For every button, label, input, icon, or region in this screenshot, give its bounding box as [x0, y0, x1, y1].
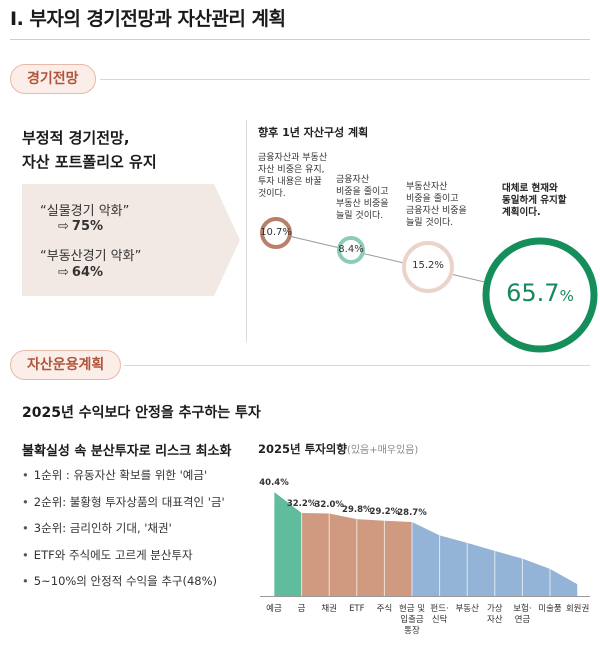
category-label-line: 회원권 [565, 604, 590, 614]
section2-heading: 2025년 수익보다 안정을 추구하는 투자 [22, 405, 261, 421]
quote-value-1: ⇨ 75% [58, 219, 103, 234]
section1-heading-line1: 부정적 경기전망, [22, 129, 130, 147]
category-label: 부동산 [450, 604, 484, 615]
category-label: 회원권 [561, 604, 595, 615]
section2-subheading: 불확실성 속 분산투자로 리스크 최소화 [22, 444, 232, 459]
category-label-line: 입출금 [400, 615, 424, 625]
chart-subtitle: (있음+매우있음) [346, 445, 419, 456]
caption-line: 금융자산 [336, 175, 370, 185]
category-label-line: 주식 [376, 604, 393, 614]
caption-line: 금융자산과 부동산 [258, 153, 328, 163]
list-item: 5~10%의 안정적 수익을 추구(48%) [22, 572, 225, 599]
section-pill-economic-outlook: 경기전망 [10, 64, 96, 94]
arrow-right-icon: ⇨ [58, 219, 69, 234]
category-label-line: ETF [349, 604, 365, 614]
data-label: 32.2% [286, 498, 317, 509]
area-segment-first [274, 491, 302, 596]
quote-value-2: ⇨ 64% [58, 265, 103, 280]
investment-intention-chart [260, 491, 590, 597]
category-label-line: 예금 [266, 604, 282, 614]
plan-value-4: 65.7% [488, 279, 592, 307]
section-divider [100, 79, 590, 80]
asset-plan-title: 향후 1년 자산구성 계획 [258, 126, 369, 139]
caption-line: 부동산 비중을 [336, 199, 389, 209]
section1-heading-line2: 자산 포트폴리오 유지 [22, 153, 157, 171]
data-label: 40.4% [259, 477, 289, 488]
list-item: 3순위: 금리인하 기대, '채권' [22, 519, 225, 546]
plan-value-2: 8.4% [338, 244, 364, 255]
page-title: I. 부자의 경기전망과 자산관리 계획 [10, 8, 286, 30]
plan-caption-4: 대체로 현재와 동일하게 유지할 계획이다. [502, 183, 567, 219]
category-label: 예금 [257, 604, 291, 615]
caption-line: 금융자산 비중을 [406, 206, 467, 216]
caption-line: 계획이다. [502, 207, 541, 218]
caption-line: 늘릴 것이다. [336, 211, 384, 221]
data-label: 28.7% [397, 508, 427, 519]
title-divider [10, 39, 590, 40]
strategy-list: 1순위 : 유동자산 확보를 위한 '예금' 2순위: 불황형 투자상품의 대표… [22, 466, 225, 599]
quote-label-1: “실물경기 악화” [40, 204, 130, 219]
category-label-line: 자산 [486, 615, 503, 625]
plan-caption-1: 금융자산과 부동산 자산 비중은 유지, 투자 내용은 바꿀 것이다. [258, 152, 327, 200]
data-label: 29.8% [342, 505, 372, 516]
caption-line: 것이다. [258, 189, 286, 199]
category-label-line: 신탁 [431, 615, 448, 625]
category-label: 금 [285, 604, 319, 615]
category-label: 주식 [367, 604, 401, 615]
category-label-line: 부동산 [455, 604, 479, 614]
chart-title: 2025년 투자의향(있음+매우있음) [258, 441, 418, 457]
caption-line: 대체로 현재와 [502, 183, 558, 194]
section-pill-asset-plan: 자산운용계획 [10, 350, 122, 380]
quote-value-2-text: 64% [71, 265, 104, 280]
category-label-line: 가상 [486, 604, 503, 614]
list-item: ETF와 주식에도 고르게 분산투자 [22, 546, 225, 573]
category-label: 펀드· 신탁 [423, 604, 457, 626]
category-label: 보험· 연금 [505, 604, 539, 626]
category-label: 미술품 [533, 604, 567, 615]
quote-box-shape [22, 184, 240, 296]
plan-value-3: 15.2% [412, 260, 444, 271]
caption-line: 비중을 줄이고 [336, 187, 389, 197]
plan-value-1: 10.7% [260, 227, 292, 238]
plan-caption-2: 금융자산 비중을 줄이고 부동산 비중을 늘릴 것이다. [336, 174, 389, 222]
plan-value-4-number: 65.7 [506, 279, 560, 307]
quote-label-2: “부동산경기 악화” [40, 249, 142, 264]
category-label: 현금 및 입출금 통장 [395, 604, 429, 637]
category-label-line: 미술품 [538, 604, 562, 614]
category-label: 채권 [312, 604, 346, 615]
caption-line: 부동산자산 [406, 182, 448, 192]
category-label-line: 채권 [321, 604, 337, 614]
section1-heading: 부정적 경기전망, 자산 포트폴리오 유지 [22, 126, 252, 174]
data-label: 32.0% [314, 499, 344, 510]
quote-box: “실물경기 악화” ⇨ 75% “부동산경기 악화” ⇨ 64% [22, 184, 242, 296]
caption-line: 늘릴 것이다. [406, 218, 454, 228]
list-item: 1순위 : 유동자산 확보를 위한 '예금' [22, 466, 225, 493]
section-divider [124, 365, 590, 366]
chart-title-text: 2025년 투자의향 [258, 442, 347, 456]
caption-line: 자산 비중은 유지, [258, 165, 325, 175]
list-item: 2순위: 불황형 투자상품의 대표격인 '금' [22, 493, 225, 520]
category-label-line: 금 [297, 604, 306, 614]
category-label-line: 연금 [514, 615, 531, 625]
caption-line: 투자 내용은 바꿀 [258, 177, 322, 187]
category-label-line: 보험· [513, 604, 532, 614]
quote-value-1-text: 75% [71, 219, 104, 234]
category-label-line: 펀드· [430, 604, 449, 614]
category-label: 가상 자산 [478, 604, 512, 626]
caption-line: 비중을 줄이고 [406, 194, 459, 204]
plan-caption-3: 부동산자산 비중을 줄이고 금융자산 비중을 늘릴 것이다. [406, 181, 467, 229]
arrow-right-icon: ⇨ [58, 265, 69, 280]
category-label: ETF [340, 604, 374, 615]
caption-line: 동일하게 유지할 [502, 195, 567, 206]
vertical-divider [246, 120, 247, 342]
category-label-line: 통장 [404, 626, 420, 636]
category-label-line: 현금 및 [398, 604, 426, 614]
plan-value-4-unit: % [559, 287, 574, 305]
data-label: 29.2% [369, 506, 400, 517]
